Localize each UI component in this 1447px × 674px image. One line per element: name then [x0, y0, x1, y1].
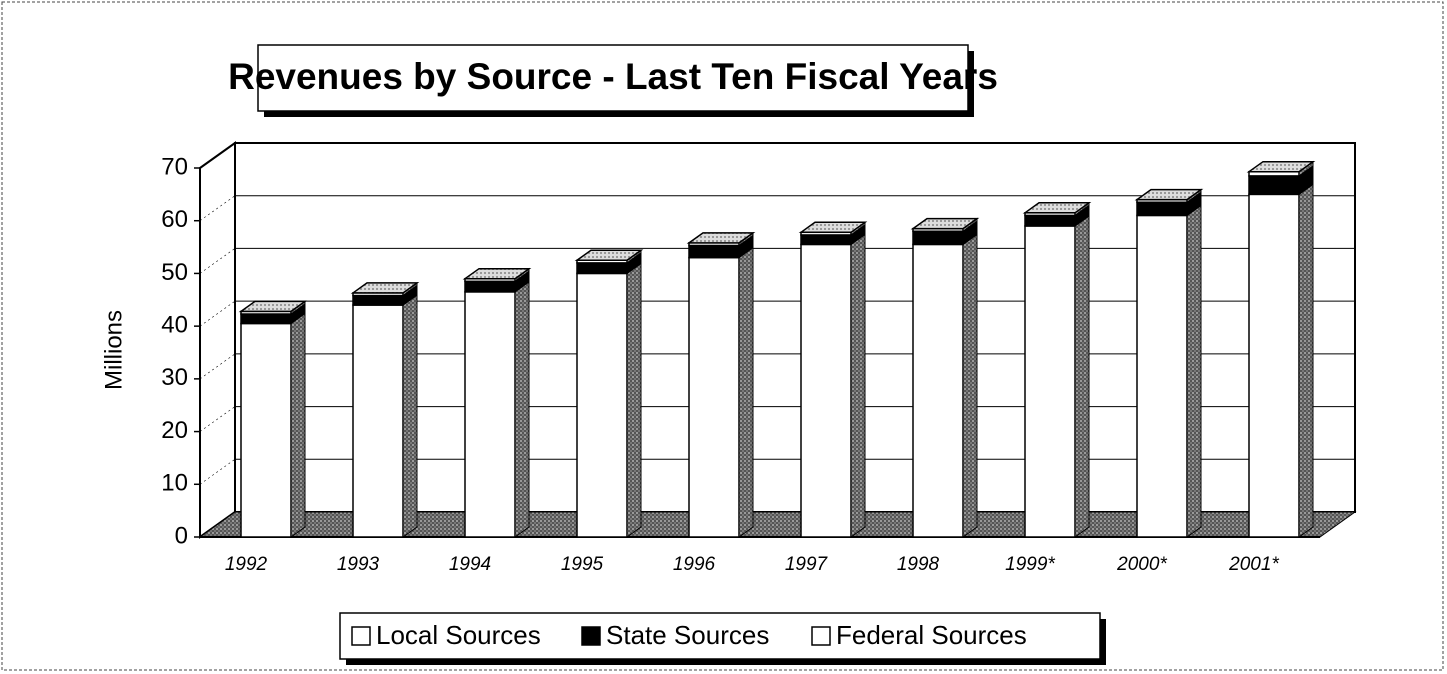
grid-line-side: [199, 406, 236, 432]
bar-top: [798, 221, 868, 234]
bar-side: [402, 294, 418, 538]
bar-segment: [464, 280, 516, 293]
y-axis-label: Millions: [100, 310, 127, 390]
bar-top: [1246, 160, 1316, 173]
x-tick-label: 2001*: [1228, 554, 1279, 575]
bar-top: [910, 217, 980, 230]
legend-swatch: [581, 626, 601, 646]
bar-segment: [1248, 193, 1300, 538]
bar-side: [1298, 183, 1314, 538]
bar-top: [686, 232, 756, 244]
y-tick-label: 30: [161, 364, 188, 391]
bar-segment: [688, 244, 740, 259]
grid-line-side: [199, 511, 236, 538]
bar-side: [850, 233, 866, 538]
left-wall: [199, 141, 236, 539]
bar-segment: [1248, 175, 1300, 196]
legend-swatch: [351, 626, 371, 646]
bar-top: [462, 267, 532, 280]
bar-side: [1186, 204, 1202, 538]
bar-segment: [240, 322, 292, 538]
bar-segment: [576, 262, 628, 275]
bar-segment: [912, 230, 964, 246]
bar-side: [1074, 215, 1090, 538]
y-tick-label: 70: [161, 153, 188, 180]
bar-segment: [912, 243, 964, 538]
grid-line-side: [199, 142, 236, 169]
legend-label: Local Sources: [376, 620, 541, 650]
bar-side: [290, 312, 306, 538]
x-tick-label: 1998: [897, 554, 940, 575]
chart-title: Revenues by Source - Last Ten Fiscal Yea…: [228, 56, 998, 97]
y-tick-label: 20: [161, 417, 188, 444]
grid-line-side: [199, 459, 236, 485]
legend-label: Federal Sources: [836, 620, 1027, 650]
bar-top: [238, 300, 308, 313]
grid-line-side: [199, 300, 236, 327]
bar-segment: [352, 294, 404, 306]
bar-side: [962, 233, 978, 538]
title-box: [257, 44, 969, 112]
bar-top: [1022, 202, 1092, 214]
bar-segment: [352, 304, 404, 538]
legend-label: State Sources: [606, 620, 769, 650]
bar-top: [574, 249, 644, 261]
bar-segment: [576, 272, 628, 538]
bar-segment: [800, 243, 852, 538]
x-tick-label: 2000*: [1116, 554, 1167, 575]
bar-segment: [1024, 214, 1076, 227]
legend: Local Sources State Sources Federal Source…: [351, 620, 1027, 650]
bar-segment: [688, 256, 740, 538]
bar-top: [1134, 188, 1204, 201]
bar-segment: [1136, 201, 1188, 217]
y-tick-label: 0: [175, 522, 188, 549]
y-tick-label: 40: [161, 311, 188, 338]
x-tick-label: 1995: [561, 554, 604, 575]
bar-segment: [1024, 225, 1076, 538]
bar-segment: [1136, 214, 1188, 538]
x-tick-label: 1993: [337, 554, 380, 575]
y-tick-label: 50: [161, 259, 188, 286]
bar-segment: [240, 313, 292, 325]
x-tick-label: 1997: [785, 554, 829, 575]
bar-side: [738, 246, 754, 538]
x-tick-label: 1999*: [1005, 554, 1055, 575]
grid-line-side: [199, 248, 236, 274]
bar-segment: [800, 234, 852, 246]
bar-segment: [464, 291, 516, 538]
grid-line-side: [199, 195, 236, 221]
y-tick-label: 10: [161, 470, 188, 497]
x-tick-label: 1996: [673, 554, 716, 575]
y-tick-label: 60: [161, 206, 188, 233]
grid-line-side: [199, 353, 236, 380]
bar-side: [626, 262, 642, 538]
bar-side: [514, 280, 530, 538]
bar-top: [350, 282, 420, 294]
x-tick-label: 1994: [449, 554, 491, 575]
legend-swatch: [811, 626, 831, 646]
x-tick-label: 1992: [225, 554, 268, 575]
legend-box: [339, 612, 1101, 660]
